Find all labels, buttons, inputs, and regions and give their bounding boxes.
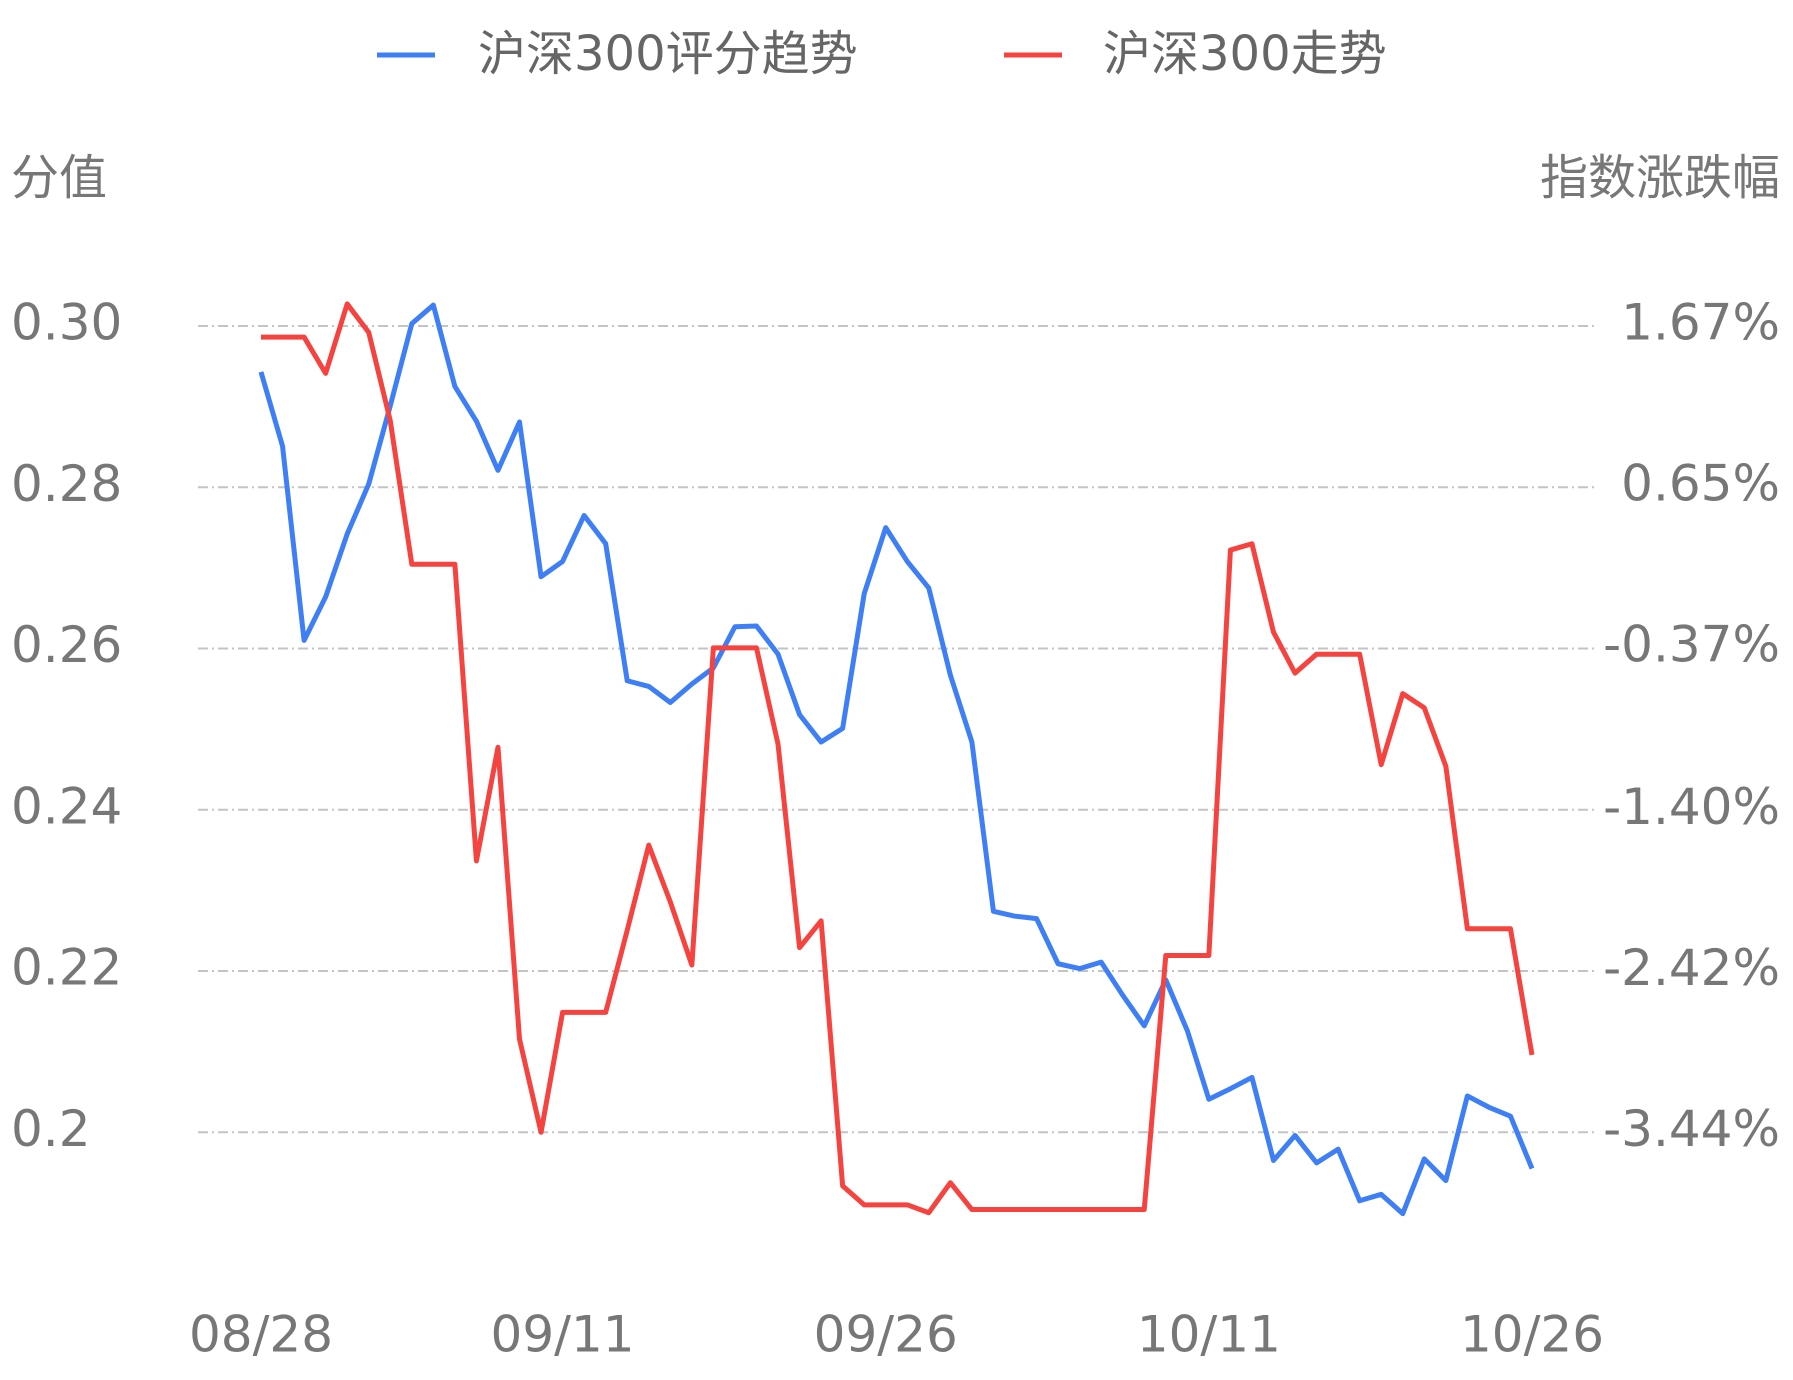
x-tick-label: 09/11 xyxy=(491,1306,635,1364)
x-tick-label: 10/11 xyxy=(1137,1306,1281,1364)
y-tick-label: 0.22 xyxy=(11,939,122,997)
y-tick-label: 0.30 xyxy=(11,294,122,352)
y2-tick-label: -1.40% xyxy=(1603,778,1780,836)
series-line xyxy=(261,301,1535,1216)
legend-label: 沪深300评分趋势 xyxy=(478,26,858,82)
y2-tick-label: 1.67% xyxy=(1621,294,1780,352)
x-tick-label: 09/26 xyxy=(814,1306,958,1364)
x-tick-label: 08/28 xyxy=(189,1306,333,1364)
y2-tick-label: -0.37% xyxy=(1603,615,1780,673)
series-line xyxy=(258,302,1535,1217)
legend-label: 沪深300走势 xyxy=(1103,26,1387,82)
y2-tick-label: -2.42% xyxy=(1603,939,1780,997)
y-tick-label: 0.26 xyxy=(11,616,122,674)
y2-axis-title: 指数涨跌幅 xyxy=(1540,150,1780,206)
x-tick-label: 10/26 xyxy=(1460,1306,1604,1364)
y-tick-label: 0.2 xyxy=(11,1100,91,1158)
y-tick-label: 0.28 xyxy=(11,455,122,513)
y2-tick-label: -3.44% xyxy=(1603,1100,1780,1158)
y-axis-title: 分值 xyxy=(11,150,107,206)
y2-tick-label: 0.65% xyxy=(1621,454,1780,512)
y-tick-label: 0.24 xyxy=(11,777,122,835)
